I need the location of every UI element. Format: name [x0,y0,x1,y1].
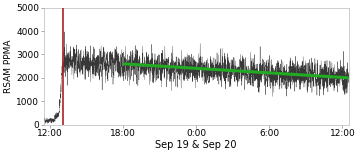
X-axis label: Sep 19 & Sep 20: Sep 19 & Sep 20 [156,140,237,150]
Y-axis label: RSAM PPMA: RSAM PPMA [4,39,13,93]
